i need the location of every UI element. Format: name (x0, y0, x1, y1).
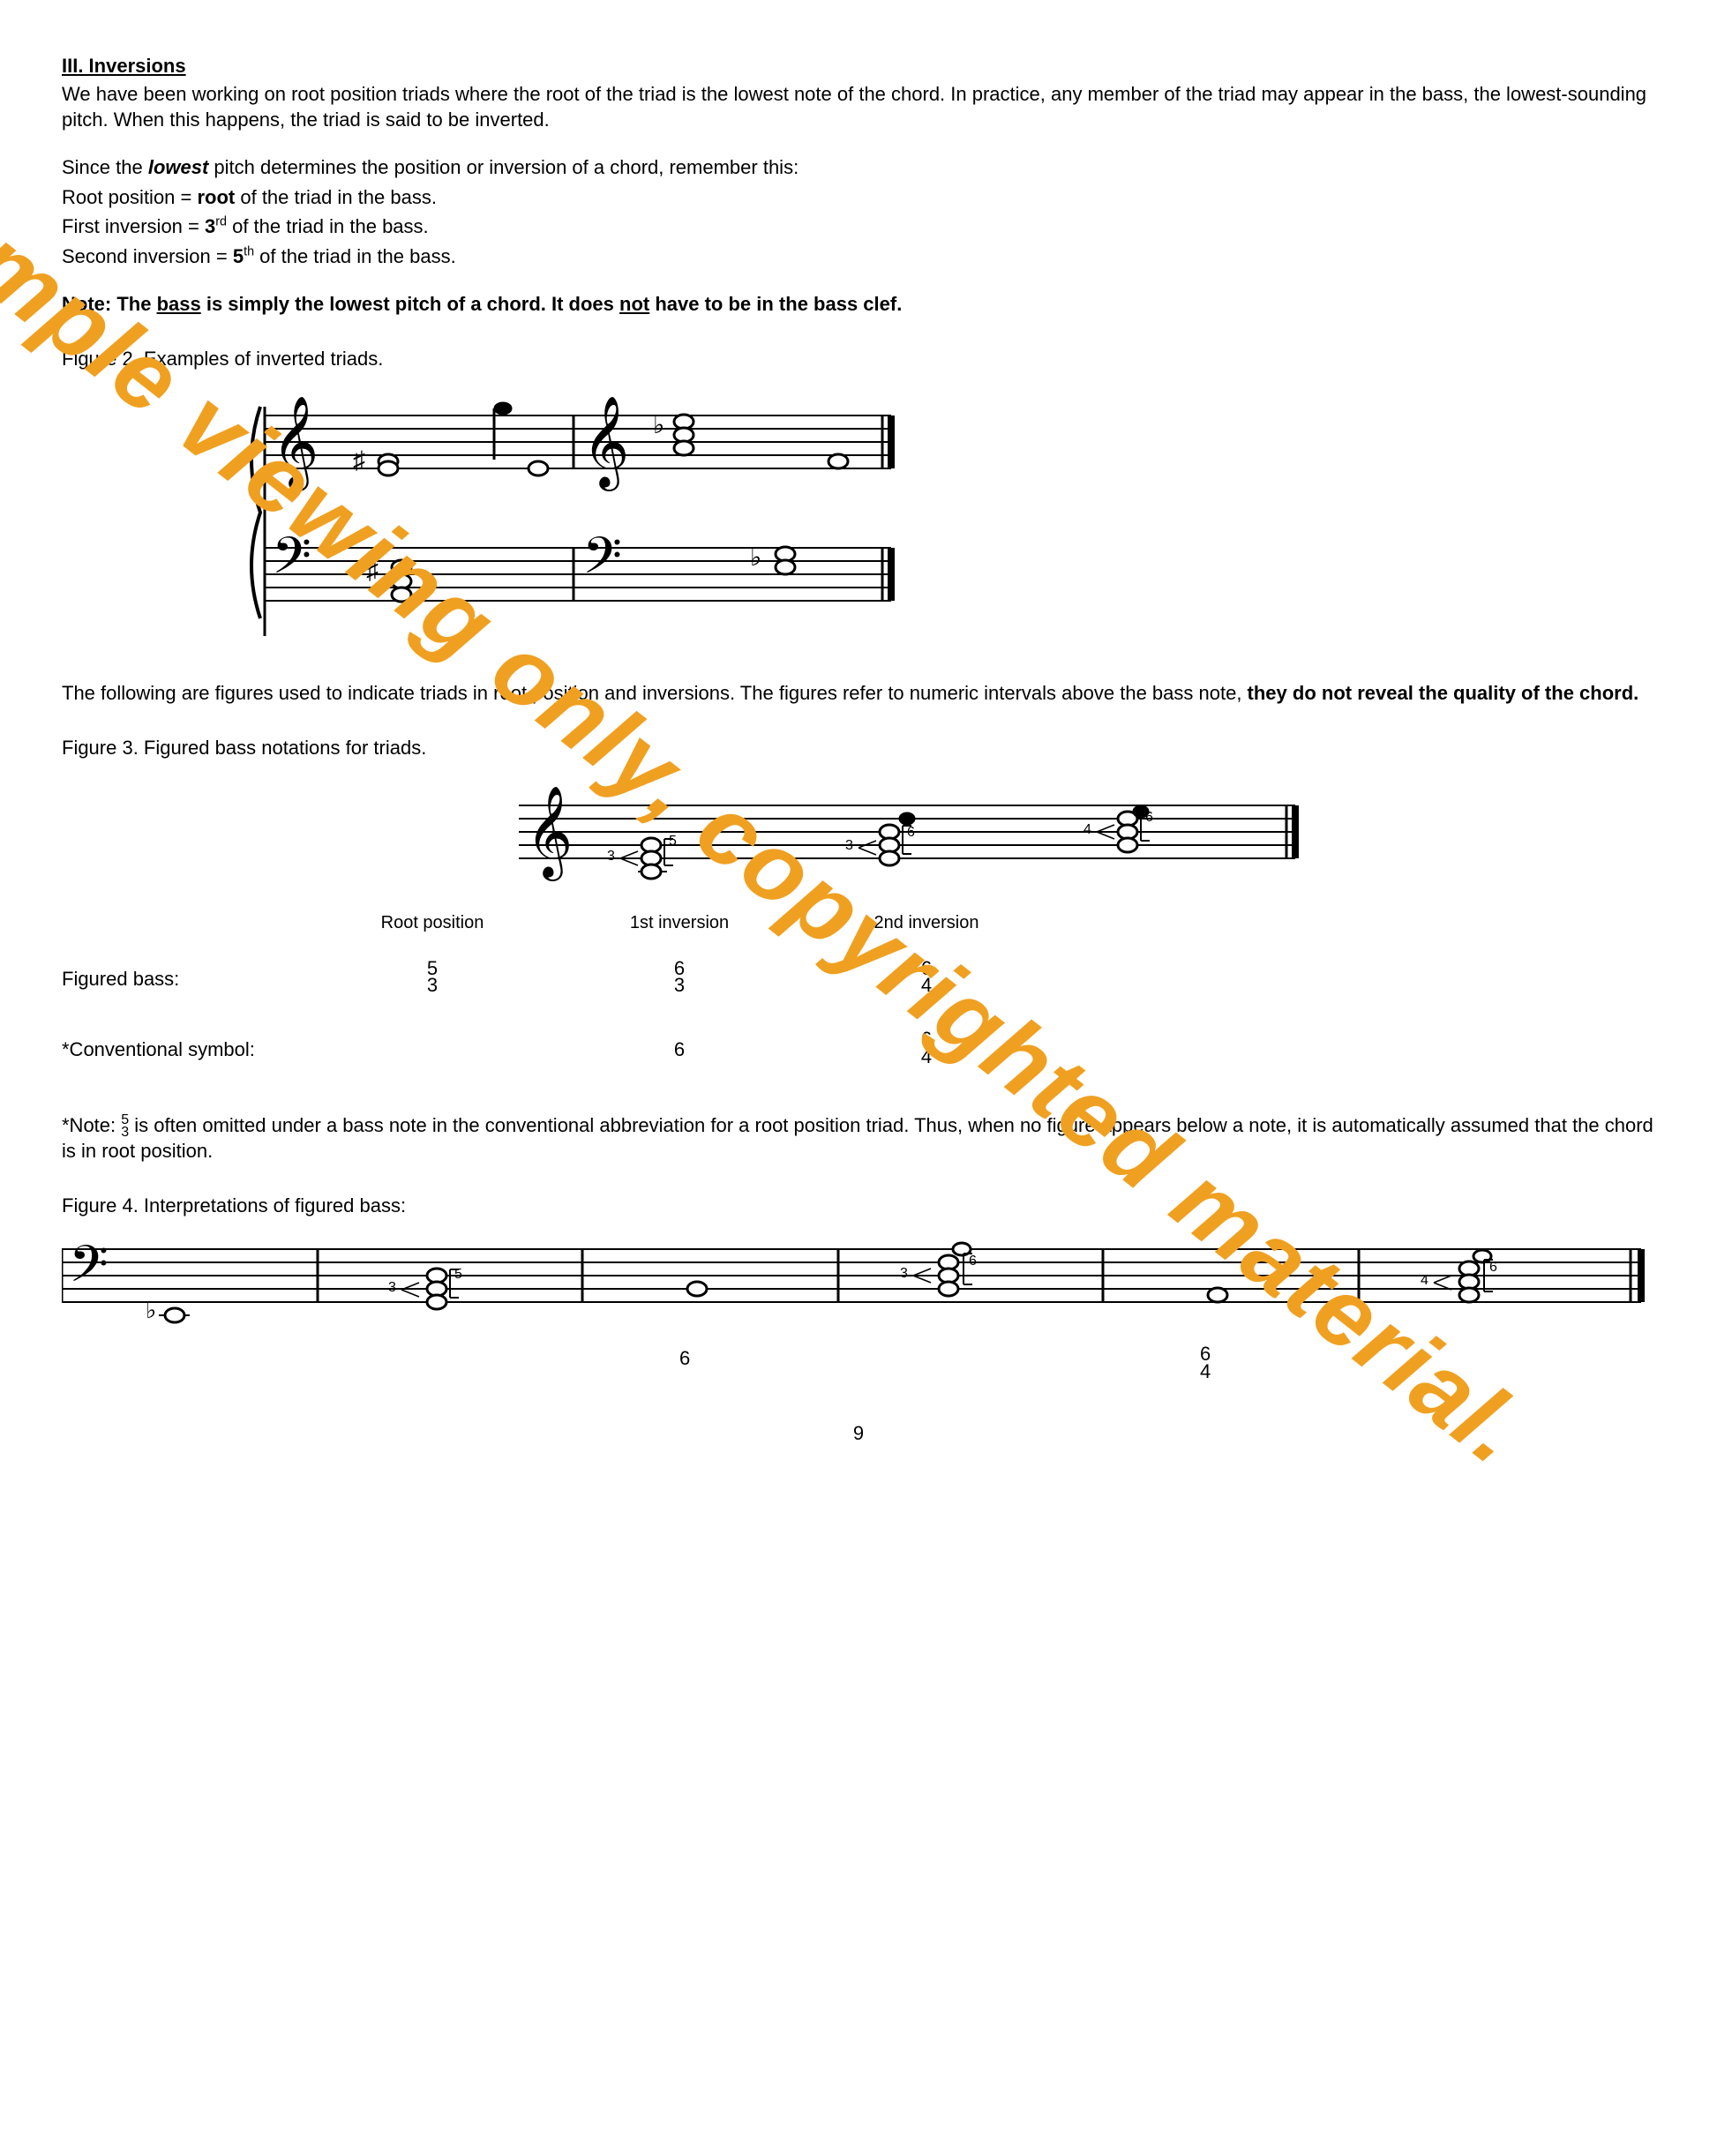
conv-first: 6 (574, 1037, 785, 1063)
section-title: III. Inversions (62, 53, 1655, 79)
svg-text:3: 3 (900, 1266, 908, 1281)
first-inversion-label: 1st inversion (574, 911, 785, 935)
svg-text:𝄞: 𝄞 (272, 397, 319, 491)
svg-text:♭: ♭ (653, 411, 664, 438)
svg-text:5: 5 (669, 834, 677, 849)
lowest-word: lowest (148, 156, 208, 178)
svg-text:♯: ♯ (353, 446, 365, 474)
conventional-symbol-row: *Conventional symbol: 6 64 (62, 1030, 1655, 1069)
svg-text:♭: ♭ (750, 543, 761, 571)
svg-text:𝄢: 𝄢 (69, 1238, 109, 1306)
text: The following are figures used to indica… (62, 682, 1248, 704)
note-2: *Note: 53 is often omitted under a bass … (62, 1112, 1655, 1164)
text: 5 (233, 245, 244, 267)
figure-4-music: 𝄢 ♭ 3 5 3 6 4 6 (62, 1223, 1655, 1344)
text: Root position = (62, 186, 197, 208)
text: rd (215, 215, 227, 229)
text: *Note: (62, 1114, 121, 1136)
figure-2-music: 𝄞 ♯ 𝄢 ♯ 𝄞 ♭ (238, 380, 1655, 663)
figure-3-music: 𝄞 3 5 3 6 4 6 (176, 770, 1655, 894)
svg-text:4: 4 (1421, 1273, 1428, 1288)
paragraph-2: Since the lowest pitch determines the po… (62, 154, 1655, 181)
svg-text:𝄞: 𝄞 (582, 397, 629, 491)
figure-3-caption: Figure 3. Figured bass notations for tri… (62, 735, 1655, 761)
text: have to be in the bass clef. (649, 293, 902, 315)
figure-2-caption: Figure 2. Examples of inverted triads. (62, 346, 1655, 372)
fig4-six: 6 (679, 1345, 944, 1384)
bass-note: Note: The bass is simply the lowest pitc… (62, 291, 1655, 318)
svg-text:♯: ♯ (366, 557, 379, 584)
text: of the triad in the bass. (254, 245, 456, 267)
fb-first: 63 (674, 960, 685, 995)
svg-text:𝄢: 𝄢 (582, 529, 622, 597)
text: 3 (205, 215, 215, 237)
text: Second inversion = (62, 245, 233, 267)
svg-text:3: 3 (388, 1280, 396, 1295)
svg-text:𝄞: 𝄞 (526, 787, 573, 881)
root-word: root (197, 186, 235, 208)
second-inversion-line: Second inversion = 5th of the triad in t… (62, 243, 1655, 270)
text: First inversion = (62, 215, 205, 237)
not-word: not (619, 293, 649, 315)
page-number: 9 (62, 1420, 1655, 1447)
text: Note: The (62, 293, 157, 315)
text: is simply the lowest pitch of a chord. I… (201, 293, 619, 315)
text: th (244, 245, 254, 259)
svg-text:6: 6 (907, 825, 915, 840)
svg-text:4: 4 (1083, 822, 1091, 837)
fb-second: 64 (921, 960, 932, 995)
svg-text:6: 6 (1489, 1260, 1497, 1275)
text: Since the (62, 156, 148, 178)
stack-53: 53 (121, 1114, 129, 1138)
text-bold: they do not reveal the quality of the ch… (1248, 682, 1639, 704)
figure-4-numbers: 6 64 (62, 1345, 1655, 1384)
figured-bass-row: Figured bass: 53 63 64 (62, 960, 1655, 999)
conventional-label: *Conventional symbol: (62, 1037, 291, 1063)
text: of the triad in the bass. (227, 215, 429, 237)
fig4-64: 64 (1200, 1345, 1211, 1381)
paragraph-1: We have been working on root position tr… (62, 81, 1655, 133)
first-inversion-line: First inversion = 3rd of the triad in th… (62, 213, 1655, 240)
svg-text:3: 3 (607, 849, 615, 864)
svg-text:3: 3 (845, 838, 853, 853)
svg-text:𝄢: 𝄢 (272, 529, 311, 597)
figured-bass-label: Figured bass: (62, 966, 291, 992)
root-position-label: Root position (326, 911, 538, 935)
inversion-labels: Root position 1st inversion 2nd inversio… (62, 911, 1655, 935)
text: pitch determines the position or inversi… (208, 156, 799, 178)
fb-root: 53 (427, 960, 438, 995)
svg-text:♭: ♭ (146, 1297, 156, 1323)
paragraph-3: The following are figures used to indica… (62, 680, 1655, 707)
conv-second: 64 (921, 1030, 932, 1066)
figure-4-caption: Figure 4. Interpretations of figured bas… (62, 1193, 1655, 1219)
bass-word: bass (157, 293, 201, 315)
text: is often omitted under a bass note in th… (62, 1114, 1653, 1163)
text: of the triad in the bass. (235, 186, 437, 208)
second-inversion-label: 2nd inversion (821, 911, 1032, 935)
svg-text:6: 6 (969, 1254, 977, 1269)
root-position-line: Root position = root of the triad in the… (62, 184, 1655, 211)
